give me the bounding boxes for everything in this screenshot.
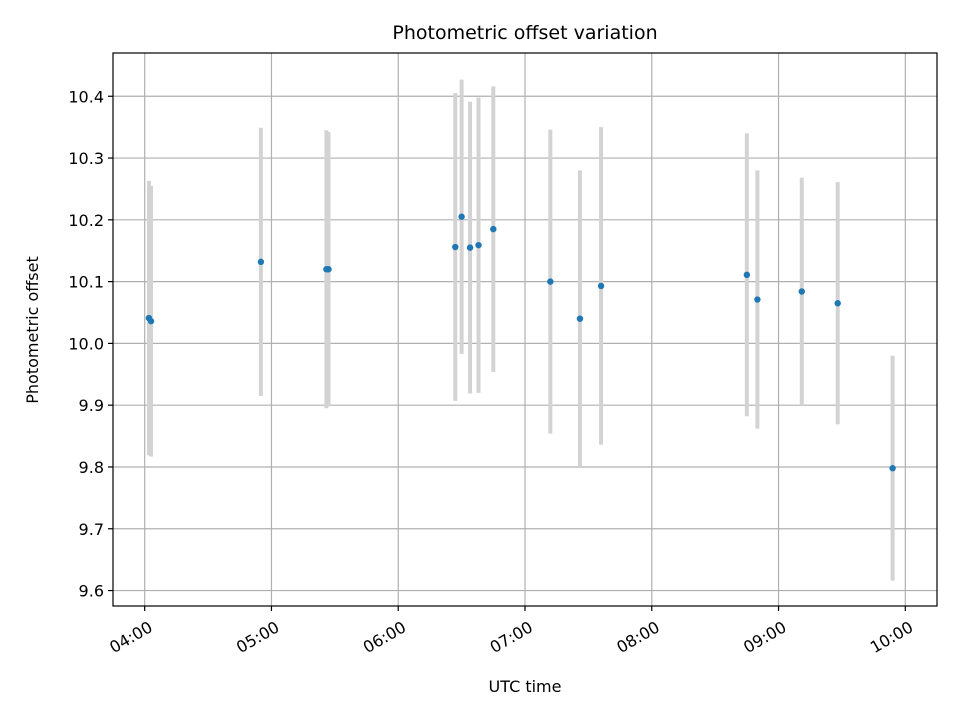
y-tick-label: 9.9 [79,396,104,415]
data-point [452,243,459,251]
y-tick-label: 9.8 [79,458,104,477]
chart-title: Photometric offset variation [392,22,657,44]
data-point [576,315,584,322]
data-point [490,225,497,233]
data-point [798,288,805,295]
y-axis-title: Photometric offset [23,256,42,404]
data-marks [145,79,896,581]
data-point [743,271,751,279]
data-point [147,317,155,325]
y-tick-label: 9.7 [79,520,104,539]
data-point [466,244,474,251]
y-tick-label: 10.1 [68,273,104,292]
data-point [834,300,841,307]
data-point [597,282,605,290]
y-tick-label: 10.0 [68,334,104,353]
y-tick-label: 10.4 [68,87,104,106]
y-tick-label: 9.6 [79,582,104,601]
data-point [458,213,465,220]
data-point [547,278,554,285]
data-point [257,258,265,266]
data-point [325,266,332,273]
x-axis-title: UTC time [489,677,562,696]
grid-lines [113,53,937,606]
y-tick-label: 10.3 [68,149,104,168]
data-point [889,465,896,472]
data-point [754,296,761,303]
y-tick-label: 10.2 [68,211,104,230]
data-point [475,241,482,249]
